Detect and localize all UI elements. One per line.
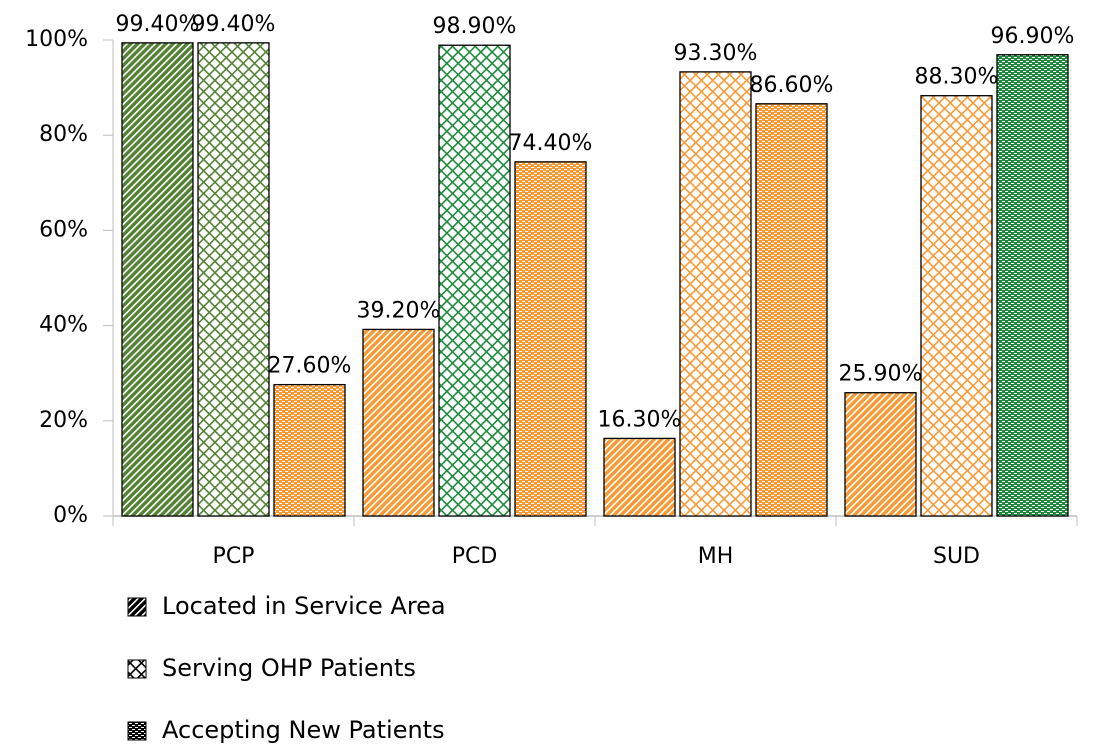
legend-swatch (127, 659, 147, 679)
y-tick-label: 80% (39, 122, 88, 147)
data-label: 86.60% (750, 73, 834, 98)
data-label: 88.30% (915, 65, 999, 90)
bar (920, 95, 993, 517)
x-tick-label: PCD (452, 544, 498, 569)
bar (273, 383, 346, 517)
x-tick-label: SUD (933, 544, 980, 569)
y-tick-label: 60% (39, 217, 88, 242)
data-label: 93.30% (674, 41, 758, 66)
bar (362, 328, 435, 517)
data-label: 74.40% (509, 131, 593, 156)
bar (996, 54, 1069, 517)
legend-swatch (127, 597, 147, 617)
bar (438, 44, 511, 517)
legend-swatch (127, 721, 147, 741)
x-tick-label: MH (698, 544, 734, 569)
data-label: 98.90% (433, 14, 517, 39)
bar (755, 103, 828, 517)
bar (844, 392, 917, 517)
y-tick-label: 20% (39, 408, 88, 433)
y-tick-label: 100% (25, 27, 88, 52)
bar (197, 42, 270, 517)
bar (603, 437, 676, 517)
bar (121, 42, 194, 517)
data-label: 39.20% (357, 298, 441, 323)
legend-label: Located in Service Area (162, 592, 446, 620)
bar (514, 161, 587, 517)
x-tick-label: PCP (213, 544, 255, 569)
y-tick-label: 40% (39, 313, 88, 338)
legend-label: Accepting New Patients (162, 716, 445, 744)
data-label: 25.90% (839, 362, 923, 387)
bar (679, 71, 752, 517)
legend-label: Serving OHP Patients (162, 654, 416, 682)
y-tick-label: 0% (53, 503, 88, 528)
data-label: 16.30% (598, 407, 682, 432)
data-label: 96.90% (991, 24, 1075, 49)
data-label: 27.60% (268, 354, 352, 379)
data-label: 99.40% (116, 12, 200, 37)
data-label: 99.40% (192, 12, 276, 37)
